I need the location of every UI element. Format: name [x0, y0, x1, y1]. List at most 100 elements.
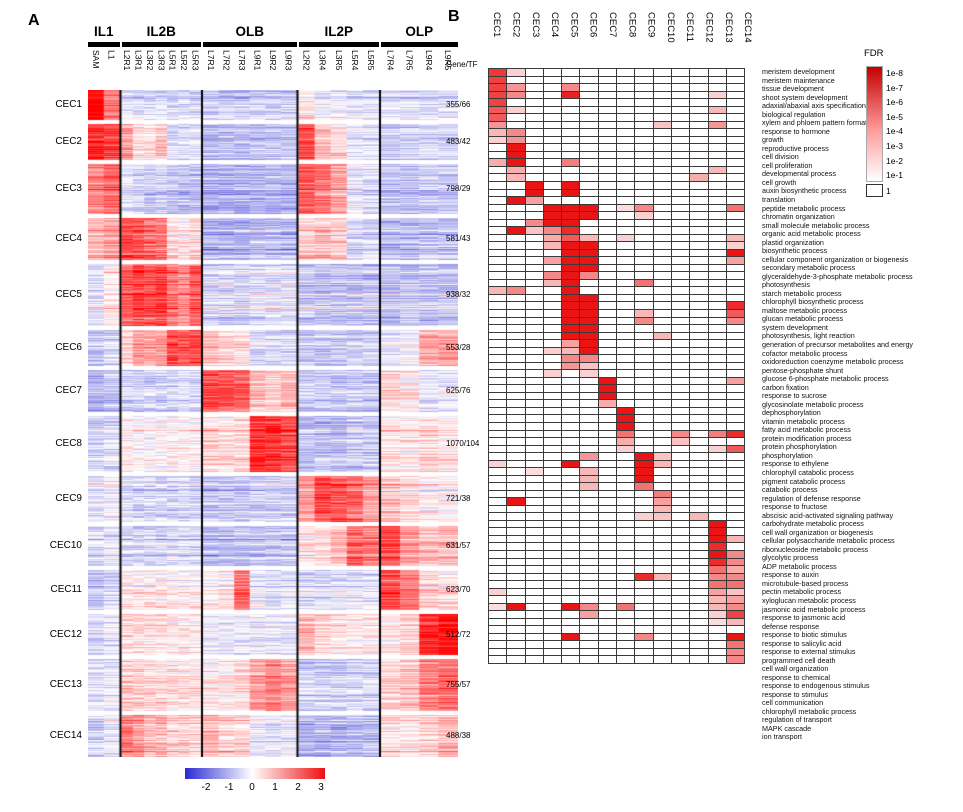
- go-matrix-cell: [635, 633, 654, 642]
- go-matrix-cell: [562, 294, 581, 303]
- go-matrix-cell: [598, 249, 618, 258]
- go-matrix-cell: [708, 626, 727, 634]
- cluster-label-cec12: CEC12: [49, 628, 82, 640]
- go-matrix-cell: [617, 159, 636, 167]
- go-matrix-cell: [543, 596, 563, 604]
- go-matrix-cell: [507, 648, 526, 657]
- go-matrix-cell: [580, 543, 599, 551]
- go-matrix-cell: [617, 498, 636, 506]
- go-matrix-cell: [507, 581, 526, 589]
- sample-column-label: L9R2: [268, 50, 279, 71]
- go-term-label: cell division: [762, 152, 799, 162]
- go-matrix-cell: [525, 633, 544, 642]
- go-matrix-cell: [543, 438, 563, 446]
- go-matrix-cell: [671, 249, 691, 258]
- go-matrix-cell: [708, 400, 727, 408]
- go-matrix-cell: [726, 69, 746, 77]
- go-term-label: auxin biosynthetic process: [762, 186, 847, 196]
- go-matrix-cell: [598, 453, 618, 461]
- go-matrix-cell: [562, 91, 581, 100]
- go-matrix-cell: [598, 498, 618, 506]
- go-matrix-cell: [617, 114, 636, 122]
- go-matrix-cell: [562, 257, 581, 265]
- go-term-label: cell communication: [762, 698, 824, 708]
- go-matrix-cell: [671, 99, 691, 107]
- go-matrix-cell: [726, 483, 746, 491]
- go-matrix-cell: [580, 84, 599, 92]
- go-matrix-cell: [690, 219, 709, 228]
- go-matrix-cell: [525, 535, 544, 544]
- go-matrix-cell: [562, 656, 581, 664]
- go-matrix-cell: [525, 181, 544, 190]
- go-matrix-cell: [525, 588, 544, 597]
- go-matrix-cell: [617, 551, 636, 559]
- go-matrix-cell: [726, 438, 746, 446]
- go-term-label: generation of precursor metabolites and …: [762, 340, 914, 350]
- go-term-label: chlorophyll biosynthetic process: [762, 297, 864, 307]
- go-matrix-cell: [525, 415, 544, 423]
- go-matrix-cell: [543, 385, 563, 393]
- go-matrix-cell: [598, 121, 618, 130]
- go-term-label: starch metabolic process: [762, 288, 842, 298]
- go-matrix-cell: [507, 656, 526, 664]
- go-matrix-cell: [543, 91, 563, 100]
- go-matrix-cell: [562, 234, 581, 243]
- go-term-label: glucose 6-phosphate metabolic process: [762, 374, 889, 384]
- go-matrix-cell: [580, 377, 599, 386]
- go-matrix-cell: [507, 197, 526, 205]
- go-matrix-cell: [671, 543, 691, 551]
- go-term-label: translation: [762, 194, 796, 204]
- go-matrix-cell: [726, 377, 746, 386]
- go-matrix-cell: [671, 611, 691, 619]
- go-matrix-cell: [726, 159, 746, 167]
- go-matrix-cell: [671, 641, 691, 649]
- go-matrix-cell: [690, 129, 709, 137]
- go-matrix-cell: [580, 106, 599, 115]
- go-term-label: response to sucrose: [762, 391, 827, 401]
- go-matrix-cell: [489, 558, 508, 567]
- go-matrix-cell: [653, 618, 672, 627]
- cluster-label-cec14: CEC14: [49, 730, 82, 741]
- go-matrix-cell: [726, 219, 746, 228]
- go-matrix-cell: [726, 430, 746, 439]
- go-matrix-cell: [507, 400, 526, 408]
- go-matrix-cell: [562, 114, 581, 122]
- go-matrix-cell: [726, 551, 746, 559]
- go-matrix-cell: [635, 249, 654, 258]
- go-matrix-cell: [489, 626, 508, 634]
- go-matrix-cell: [635, 641, 654, 649]
- go-matrix-cell: [580, 460, 599, 469]
- go-matrix-cell: [580, 159, 599, 167]
- go-matrix-cell: [543, 325, 563, 333]
- go-matrix-cell: [525, 257, 544, 265]
- go-matrix-cell: [617, 234, 636, 243]
- go-matrix-cell: [635, 317, 654, 326]
- go-matrix-cell: [708, 648, 727, 657]
- go-matrix-cell: [507, 438, 526, 446]
- go-matrix-cell: [562, 385, 581, 393]
- go-matrix-cell: [617, 204, 636, 213]
- go-matrix-cell: [726, 453, 746, 461]
- group-bar-olp: [381, 42, 458, 47]
- go-matrix-cell: [543, 551, 563, 559]
- go-matrix-cell: [507, 588, 526, 597]
- go-matrix-cell: [580, 581, 599, 589]
- go-matrix-cell: [489, 136, 508, 145]
- go-matrix-cell: [671, 166, 691, 175]
- go-matrix-cell: [635, 535, 654, 544]
- go-matrix-cell: [708, 325, 727, 333]
- go-matrix-cell: [598, 430, 618, 439]
- go-matrix-cell: [690, 249, 709, 258]
- go-matrix-cell: [635, 596, 654, 604]
- go-matrix-cell: [598, 445, 618, 454]
- go-matrix-cell: [562, 219, 581, 228]
- go-matrix-cell: [580, 287, 599, 295]
- go-matrix-cell: [598, 611, 618, 619]
- go-matrix-cell: [617, 227, 636, 235]
- go-matrix-cell: [598, 257, 618, 265]
- go-matrix-cell: [726, 520, 746, 529]
- go-term-label: phosphorylation: [762, 450, 813, 460]
- go-matrix-cell: [562, 483, 581, 491]
- go-matrix-cell: [507, 641, 526, 649]
- go-matrix-cell: [507, 91, 526, 100]
